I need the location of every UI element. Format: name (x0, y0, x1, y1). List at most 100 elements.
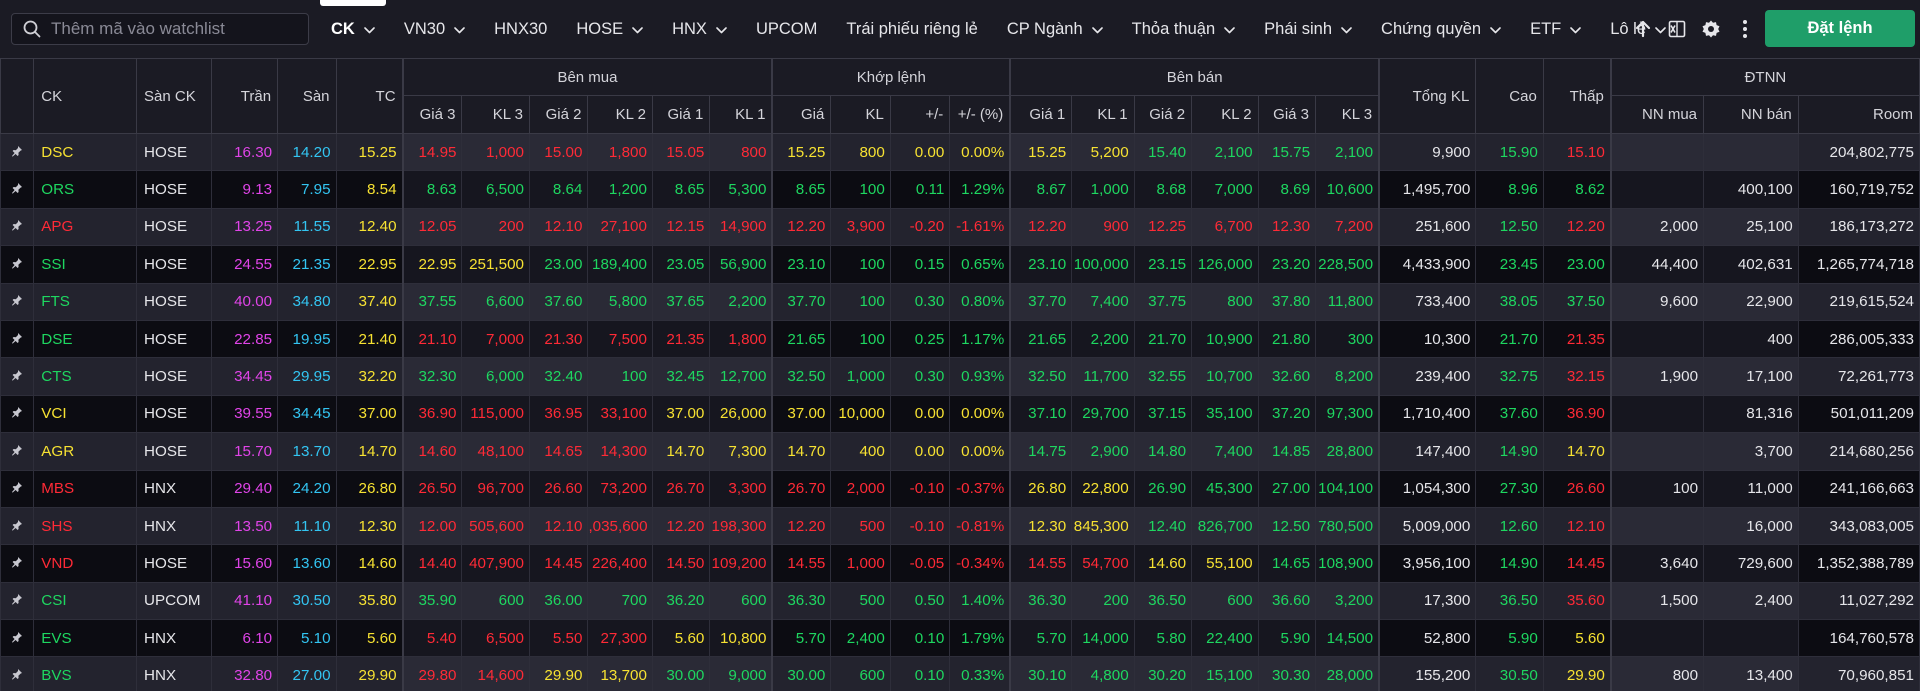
col-buy-0[interactable]: Giá 3 (401, 95, 463, 134)
col-floor[interactable]: Sàn (277, 58, 337, 134)
ask-price-cell[interactable]: 26.90 (1133, 469, 1193, 508)
ask-volume-cell[interactable]: 8,200 (1315, 357, 1380, 396)
bid-volume-cell[interactable]: 56,900 (709, 245, 773, 284)
col-total-volume[interactable]: Tổng KL (1378, 58, 1477, 134)
bid-volume-cell[interactable]: 6,500 (461, 170, 530, 209)
bid-price-cell[interactable]: 32.30 (401, 357, 463, 396)
bid-price-cell[interactable]: 36.00 (528, 581, 589, 621)
bid-volume-cell[interactable]: 27,100 (587, 207, 653, 247)
col-buy-4[interactable]: Giá 1 (651, 95, 711, 134)
ask-price-cell[interactable]: 12.40 (1133, 506, 1193, 546)
ask-volume-cell[interactable]: 2,200 (1071, 319, 1135, 359)
ask-volume-cell[interactable]: 10,600 (1315, 170, 1380, 209)
ask-price-cell[interactable]: 8.68 (1133, 170, 1193, 209)
ask-volume-cell[interactable]: 1,000 (1071, 170, 1135, 209)
bid-volume-cell[interactable]: 7,500 (587, 319, 653, 359)
ask-price-cell[interactable]: 8.67 (1009, 170, 1073, 209)
ask-volume-cell[interactable]: 3,200 (1315, 581, 1380, 621)
col-buy-2[interactable]: Giá 2 (528, 95, 589, 134)
ask-price-cell[interactable]: 26.80 (1009, 469, 1073, 508)
bid-price-cell[interactable]: 21.30 (528, 319, 589, 359)
bid-volume-cell[interactable]: 27,300 (587, 619, 653, 658)
ask-price-cell[interactable]: 14.80 (1133, 432, 1193, 471)
ask-volume-cell[interactable]: 2,100 (1191, 132, 1259, 172)
tab-ck[interactable]: CK (316, 0, 389, 58)
ask-price-cell[interactable]: 5.90 (1257, 619, 1317, 658)
ask-volume-cell[interactable]: 800 (1191, 282, 1259, 321)
col-ceiling[interactable]: Trần (210, 58, 279, 134)
ask-volume-cell[interactable]: 780,500 (1315, 506, 1380, 546)
bid-price-cell[interactable]: 8.65 (651, 170, 711, 209)
ask-price-cell[interactable]: 8.69 (1257, 170, 1317, 209)
tab-trái-phiếu-riêng-lẻ[interactable]: Trái phiếu riêng lẻ (831, 0, 991, 58)
bid-price-cell[interactable]: 8.63 (401, 170, 463, 209)
table-row[interactable]: CTS HOSE 34.45 29.95 32.20 32.30 6,000 32.40 100… (0, 357, 1920, 396)
ask-volume-cell[interactable]: 29,700 (1071, 394, 1135, 434)
pin-icon[interactable] (0, 469, 35, 508)
col-match-3[interactable]: +/- (%) (949, 95, 1011, 134)
bid-price-cell[interactable]: 12.10 (528, 506, 589, 546)
tab-hnx[interactable]: HNX (657, 0, 741, 58)
table-row[interactable]: SHS HNX 13.50 11.10 12.30 12.00 505,600 12.10,0… (0, 506, 1920, 546)
bid-volume-cell[interactable]: 189,400 (587, 245, 653, 284)
pin-icon[interactable] (0, 432, 35, 471)
ask-price-cell[interactable]: 36.30 (1009, 581, 1073, 621)
bid-volume-cell[interactable]: 3,300 (709, 469, 773, 508)
pin-icon[interactable] (0, 394, 35, 434)
ask-volume-cell[interactable]: 54,700 (1071, 544, 1135, 583)
search-input[interactable] (51, 19, 291, 39)
bid-price-cell[interactable]: 15.00 (528, 132, 589, 172)
bid-volume-cell[interactable]: 2,200 (709, 282, 773, 321)
bid-price-cell[interactable]: 37.60 (528, 282, 589, 321)
bid-price-cell[interactable]: 5.40 (401, 619, 463, 658)
table-row[interactable]: VND HOSE 15.60 13.60 14.60 14.40 407,900 14.45 2… (0, 544, 1920, 583)
table-row[interactable]: FTS HOSE 40.00 34.80 37.40 37.55 6,600 37.60 5,8… (0, 282, 1920, 321)
ask-price-cell[interactable]: 27.00 (1257, 469, 1317, 508)
bid-price-cell[interactable]: 32.45 (651, 357, 711, 396)
bid-volume-cell[interactable]: 115,000 (461, 394, 530, 434)
ask-volume-cell[interactable]: 2,100 (1315, 132, 1380, 172)
bid-price-cell[interactable]: 35.90 (401, 581, 463, 621)
col-high[interactable]: Cao (1475, 58, 1544, 134)
ask-volume-cell[interactable]: 10,700 (1191, 357, 1259, 396)
table-row[interactable]: EVS HNX 6.10 5.10 5.60 5.40 6,500 5.50 27,300 5.6… (0, 619, 1920, 658)
col-sell-5[interactable]: KL 3 (1315, 95, 1380, 134)
bid-volume-cell[interactable]: 407,900 (461, 544, 530, 583)
col-sell-3[interactable]: KL 2 (1191, 95, 1259, 134)
bid-price-cell[interactable]: 29.90 (528, 656, 589, 691)
bid-price-cell[interactable]: 12.15 (651, 207, 711, 247)
ask-price-cell[interactable]: 32.55 (1133, 357, 1193, 396)
bid-volume-cell[interactable]: 73,200 (587, 469, 653, 508)
table-row[interactable]: CSI UPCOM 41.10 30.50 35.80 35.90 600 36.00 700 3… (0, 581, 1920, 621)
bid-volume-cell[interactable]: 14,900 (709, 207, 773, 247)
symbol-cell[interactable]: CTS (33, 357, 138, 396)
ask-volume-cell[interactable]: 7,400 (1071, 282, 1135, 321)
bid-price-cell[interactable]: 14.50 (651, 544, 711, 583)
ask-price-cell[interactable]: 30.30 (1257, 656, 1317, 691)
ask-volume-cell[interactable]: 108,900 (1315, 544, 1380, 583)
symbol-cell[interactable]: SSI (33, 245, 138, 284)
bid-volume-cell[interactable]: 1,000 (461, 132, 530, 172)
ask-volume-cell[interactable]: 11,800 (1315, 282, 1380, 321)
ask-volume-cell[interactable]: 22,800 (1071, 469, 1135, 508)
col-low[interactable]: Thấp (1542, 58, 1612, 134)
ask-price-cell[interactable]: 36.50 (1133, 581, 1193, 621)
bid-volume-cell[interactable]: 6,500 (461, 619, 530, 658)
col-match-2[interactable]: +/- (889, 95, 951, 134)
bid-volume-cell[interactable]: 600 (461, 581, 530, 621)
col-exchange[interactable]: Sàn CK (136, 58, 212, 134)
ask-volume-cell[interactable]: 104,100 (1315, 469, 1380, 508)
table-row[interactable]: DSC HOSE 16.30 14.20 15.25 14.95 1,000 15.00 1,8… (0, 132, 1920, 172)
tab-cp-ngành[interactable]: CP Ngành (992, 0, 1117, 58)
ask-volume-cell[interactable]: 845,300 (1071, 506, 1135, 546)
ask-price-cell[interactable]: 12.25 (1133, 207, 1193, 247)
ask-volume-cell[interactable]: 200 (1071, 581, 1135, 621)
bid-price-cell[interactable]: 5.50 (528, 619, 589, 658)
ask-volume-cell[interactable]: 97,300 (1315, 394, 1380, 434)
ask-price-cell[interactable]: 12.20 (1009, 207, 1073, 247)
ask-price-cell[interactable]: 23.20 (1257, 245, 1317, 284)
symbol-cell[interactable]: AGR (33, 432, 138, 471)
bid-volume-cell[interactable]: 14,600 (461, 656, 530, 691)
col-foreign-1[interactable]: NN bán (1703, 95, 1799, 134)
bid-volume-cell[interactable]: 14,300 (587, 432, 653, 471)
